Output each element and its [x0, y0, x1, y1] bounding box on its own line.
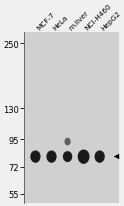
Ellipse shape: [95, 151, 104, 162]
Ellipse shape: [47, 151, 56, 162]
Ellipse shape: [65, 139, 70, 145]
Ellipse shape: [78, 151, 89, 163]
Ellipse shape: [31, 151, 40, 162]
Ellipse shape: [63, 152, 72, 162]
